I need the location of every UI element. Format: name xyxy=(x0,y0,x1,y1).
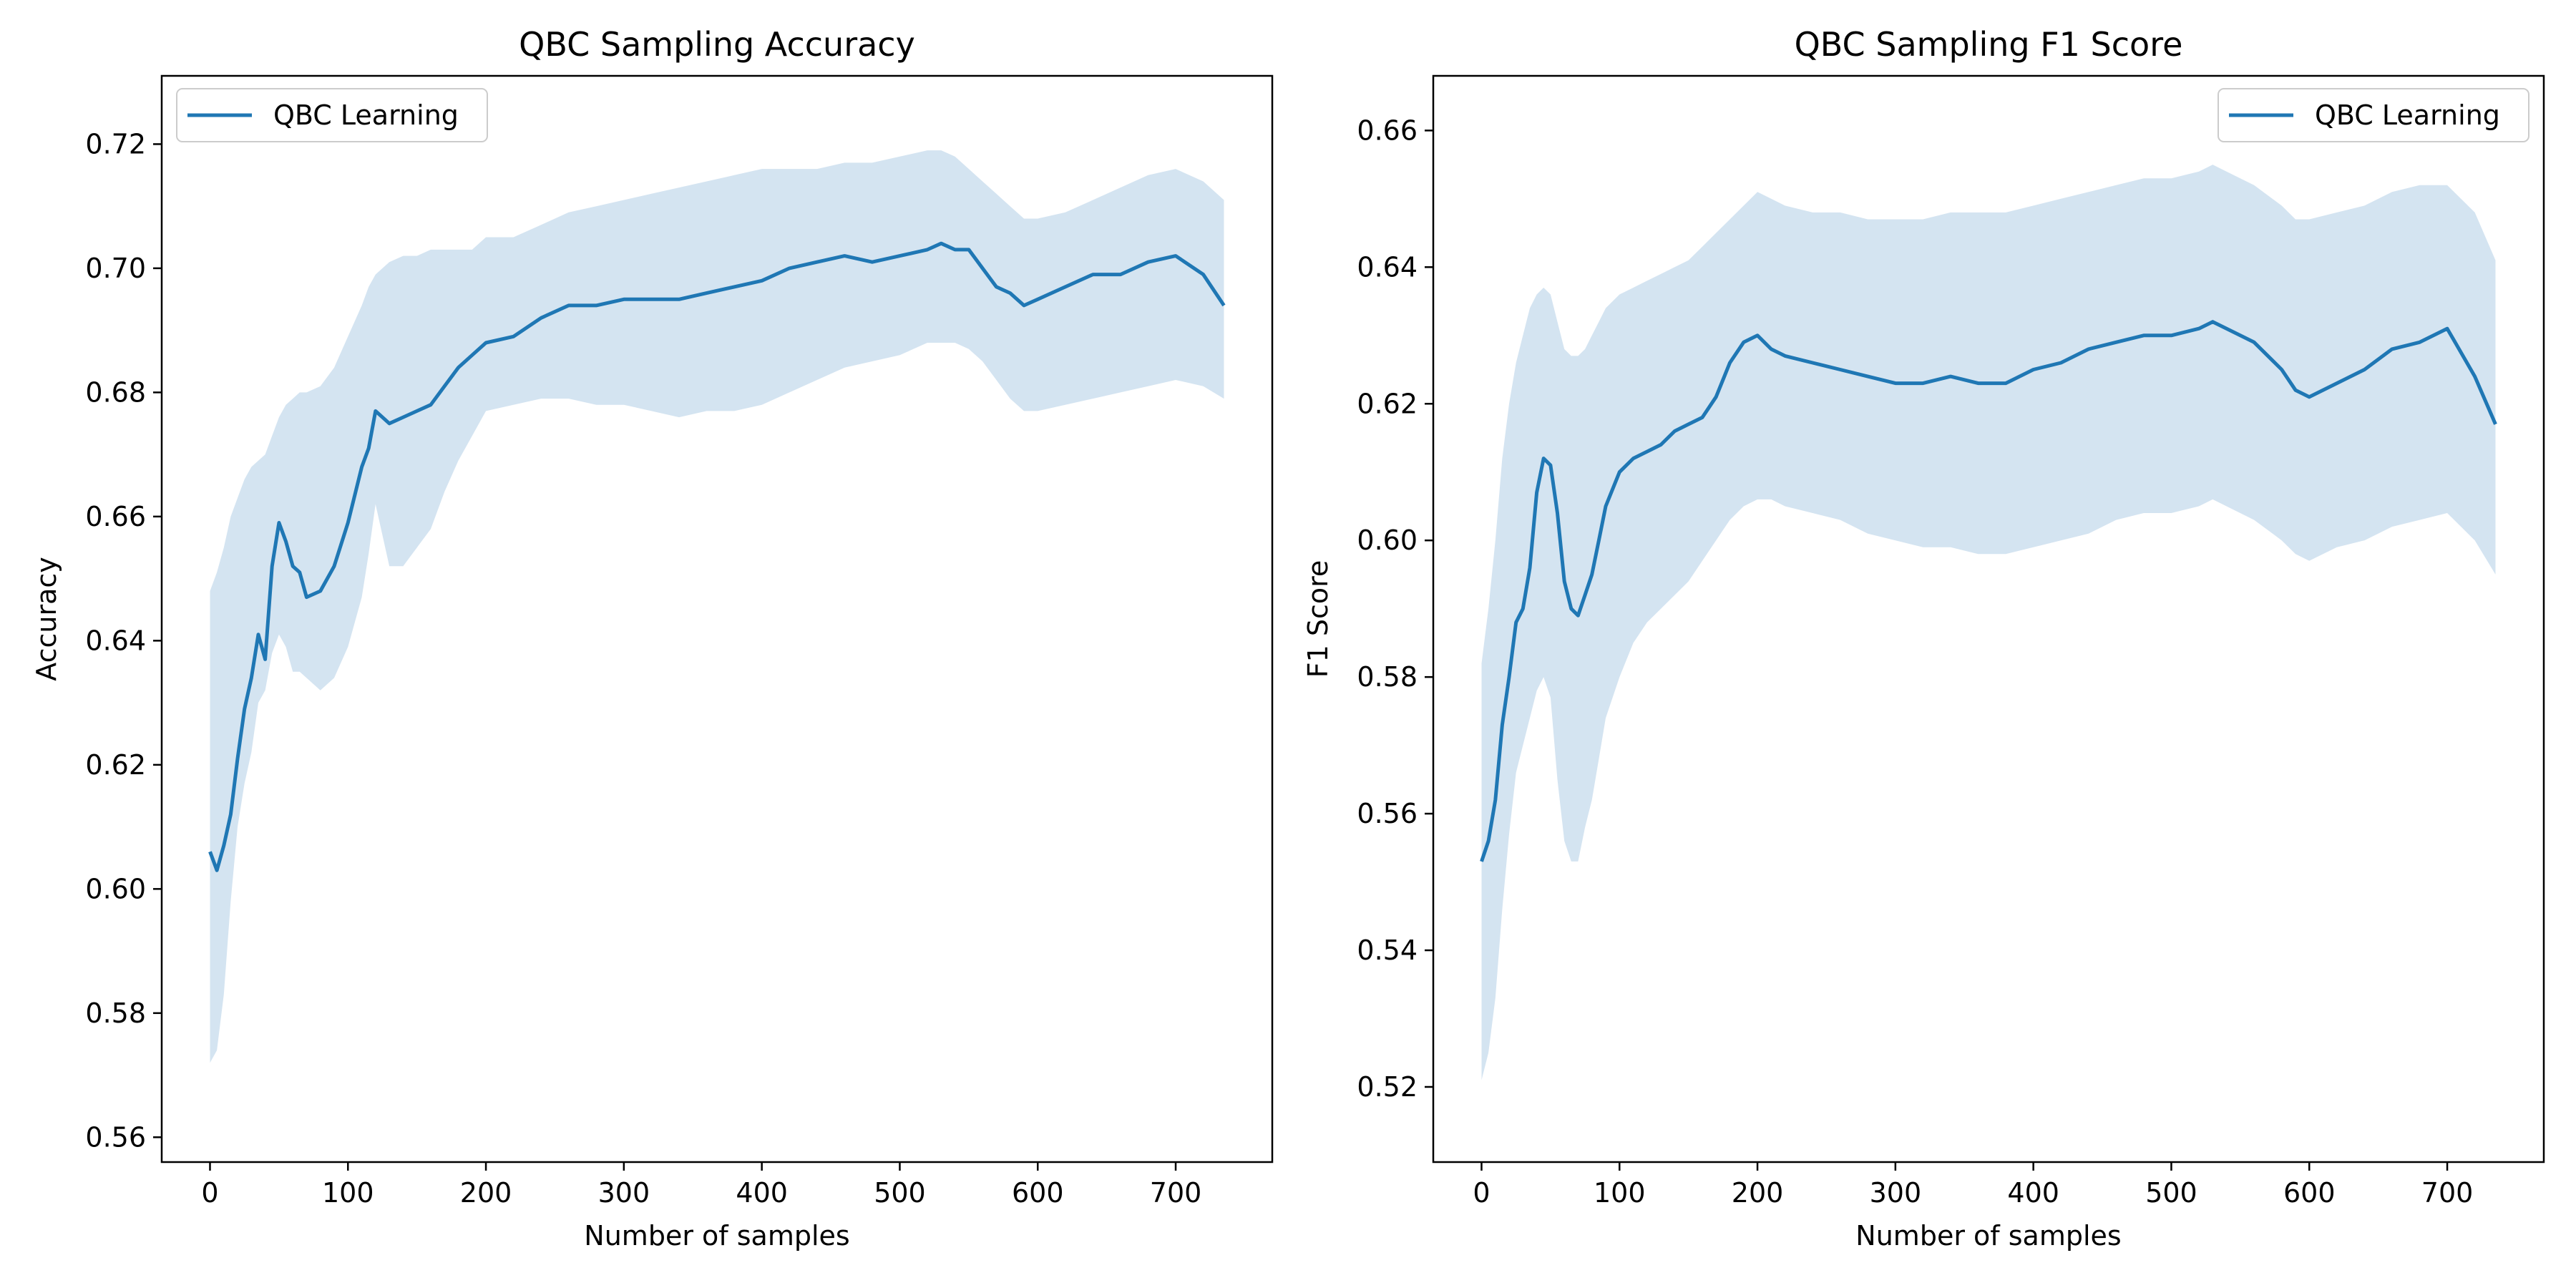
x-tick-label: 300 xyxy=(598,1177,650,1209)
x-ticks-accuracy: 0 100 200 300 400 500 600 700 xyxy=(201,1162,1201,1209)
legend-label-accuracy: QBC Learning xyxy=(273,99,459,131)
x-tick-label: 0 xyxy=(201,1177,218,1209)
y-tick-label: 0.72 xyxy=(85,128,146,160)
chart-f1-score: 0 100 200 300 400 500 600 700 0.520.540.560.580… xyxy=(1302,25,2545,1252)
y-tick-label: 0.62 xyxy=(1357,388,1418,419)
y-tick-label: 0.58 xyxy=(85,997,146,1029)
y-tick-label: 0.58 xyxy=(1357,661,1418,693)
y-tick-label: 0.54 xyxy=(1357,935,1418,966)
x-axis-label-accuracy: Number of samples xyxy=(584,1220,849,1252)
y-ticks-f1-score: 0.52 0.54 0.56 0.58 0.60 0.62 0.64 0.66 xyxy=(1357,114,1433,1103)
series-line-f1-score xyxy=(1480,320,2497,862)
y-tick-label: 0.66 xyxy=(1357,114,1418,146)
y-tick-label: 0.70 xyxy=(85,253,146,284)
x-tick-label: 400 xyxy=(736,1177,788,1209)
y-tick-label: 0.60 xyxy=(85,873,146,904)
y-axis-label-accuracy: Accuracy xyxy=(31,557,62,681)
y-tick-label: 0.66 xyxy=(85,501,146,532)
legend-box-f1-score xyxy=(2218,88,2529,142)
y-ticks-accuracy: 0.56 0.58 0.60 0.62 0.64 0.66 0.68 0.70 0.72 xyxy=(85,128,162,1153)
x-tick-label: 700 xyxy=(2421,1177,2474,1209)
chart-title-f1-score: QBC Sampling F1 Score xyxy=(1795,25,2183,64)
legend-accuracy: QBC Learning xyxy=(176,88,488,142)
y-tick-label: 0.64 xyxy=(1357,251,1418,283)
x-tick-label: 700 xyxy=(1150,1177,1202,1209)
y-tick-label: 0.64 xyxy=(85,625,146,656)
legend-f1-score: QBC Learning xyxy=(2218,88,2529,142)
series-line-accuracy xyxy=(208,241,1226,872)
confidence-band-f1-score xyxy=(1481,165,2496,1080)
chart-accuracy: 0 100 200 300 400 500 600 700 0.560.580.600.620… xyxy=(31,25,1274,1252)
plot-area-accuracy xyxy=(208,150,1226,1063)
x-axis-label-f1-score: Number of samples xyxy=(1855,1220,2121,1252)
plot-area-f1-score xyxy=(1480,165,2497,1080)
y-tick-label: 0.52 xyxy=(1357,1071,1418,1103)
x-tick-label: 200 xyxy=(460,1177,512,1209)
legend-box-accuracy xyxy=(176,88,488,142)
y-axis-label-f1-score: F1 Score xyxy=(1302,560,1334,678)
chart-title-accuracy: QBC Sampling Accuracy xyxy=(519,25,915,64)
x-tick-label: 500 xyxy=(2145,1177,2197,1209)
x-tick-label: 600 xyxy=(2283,1177,2336,1209)
x-tick-label: 400 xyxy=(2007,1177,2059,1209)
legend-label-f1-score: QBC Learning xyxy=(2315,99,2500,131)
x-tick-label: 0 xyxy=(1473,1177,1490,1209)
y-tick-label: 0.56 xyxy=(1357,798,1418,829)
x-tick-label: 600 xyxy=(1012,1177,1064,1209)
y-tick-label: 0.56 xyxy=(85,1121,146,1153)
x-tick-label: 300 xyxy=(1870,1177,1922,1209)
axes-frame-f1-score xyxy=(1432,74,2545,1163)
y-tick-label: 0.62 xyxy=(85,749,146,781)
x-tick-label: 100 xyxy=(322,1177,374,1209)
confidence-band-accuracy xyxy=(210,150,1224,1063)
y-tick-label: 0.68 xyxy=(85,376,146,408)
x-ticks-f1-score: 0 100 200 300 400 500 600 700 xyxy=(1473,1162,2473,1209)
y-tick-label: 0.60 xyxy=(1357,525,1418,556)
axes-frame-accuracy xyxy=(160,74,1274,1163)
x-tick-label: 100 xyxy=(1594,1177,1646,1209)
x-tick-label: 500 xyxy=(874,1177,926,1209)
x-tick-label: 200 xyxy=(1732,1177,1784,1209)
